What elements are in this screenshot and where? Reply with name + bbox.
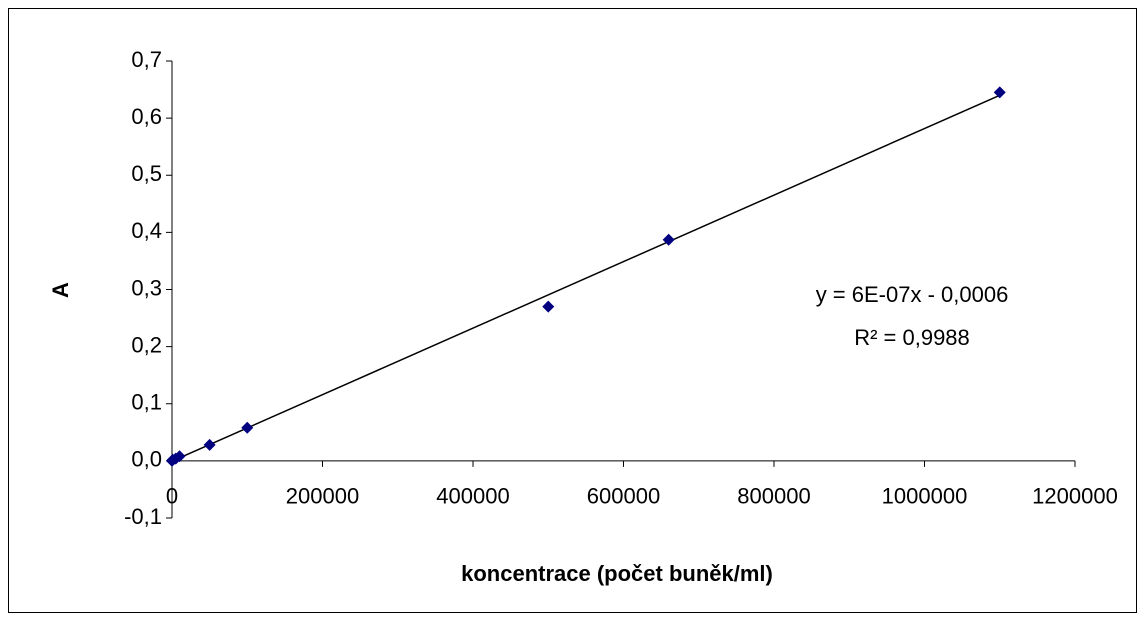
data-point — [173, 450, 186, 463]
data-point — [993, 86, 1006, 99]
x-tick-label: 400000 — [436, 484, 509, 509]
x-tick-label: 600000 — [587, 484, 660, 509]
y-tick-label: -0,1 — [124, 504, 162, 529]
data-point — [542, 300, 555, 313]
data-point — [662, 233, 675, 246]
y-tick-label: 0,3 — [131, 275, 162, 300]
r-squared: R² = 0,9988 — [854, 325, 970, 350]
x-tick-label: 1200000 — [1032, 484, 1118, 509]
y-tick-label: 0,1 — [131, 390, 162, 415]
y-tick-label: 0,6 — [131, 104, 162, 129]
y-tick-label: 0,4 — [131, 218, 162, 243]
y-tick-label: 0,5 — [131, 161, 162, 186]
x-axis-title: koncentrace (počet buněk/ml) — [461, 561, 773, 586]
y-axis-title: A — [48, 282, 73, 298]
trendline — [171, 94, 1001, 462]
x-tick-label: 800000 — [737, 484, 810, 509]
x-tick-label: 1000000 — [882, 484, 968, 509]
y-tick-label: 0,7 — [131, 47, 162, 72]
x-tick-label: 0 — [166, 484, 178, 509]
data-point — [241, 421, 254, 434]
y-tick-label: 0,2 — [131, 332, 162, 357]
y-tick-label: 0,0 — [131, 447, 162, 472]
data-point — [203, 438, 216, 451]
chart-frame — [8, 8, 1137, 613]
trend-equation: y = 6E-07x - 0,0006 — [816, 282, 1009, 307]
x-tick-label: 200000 — [286, 484, 359, 509]
